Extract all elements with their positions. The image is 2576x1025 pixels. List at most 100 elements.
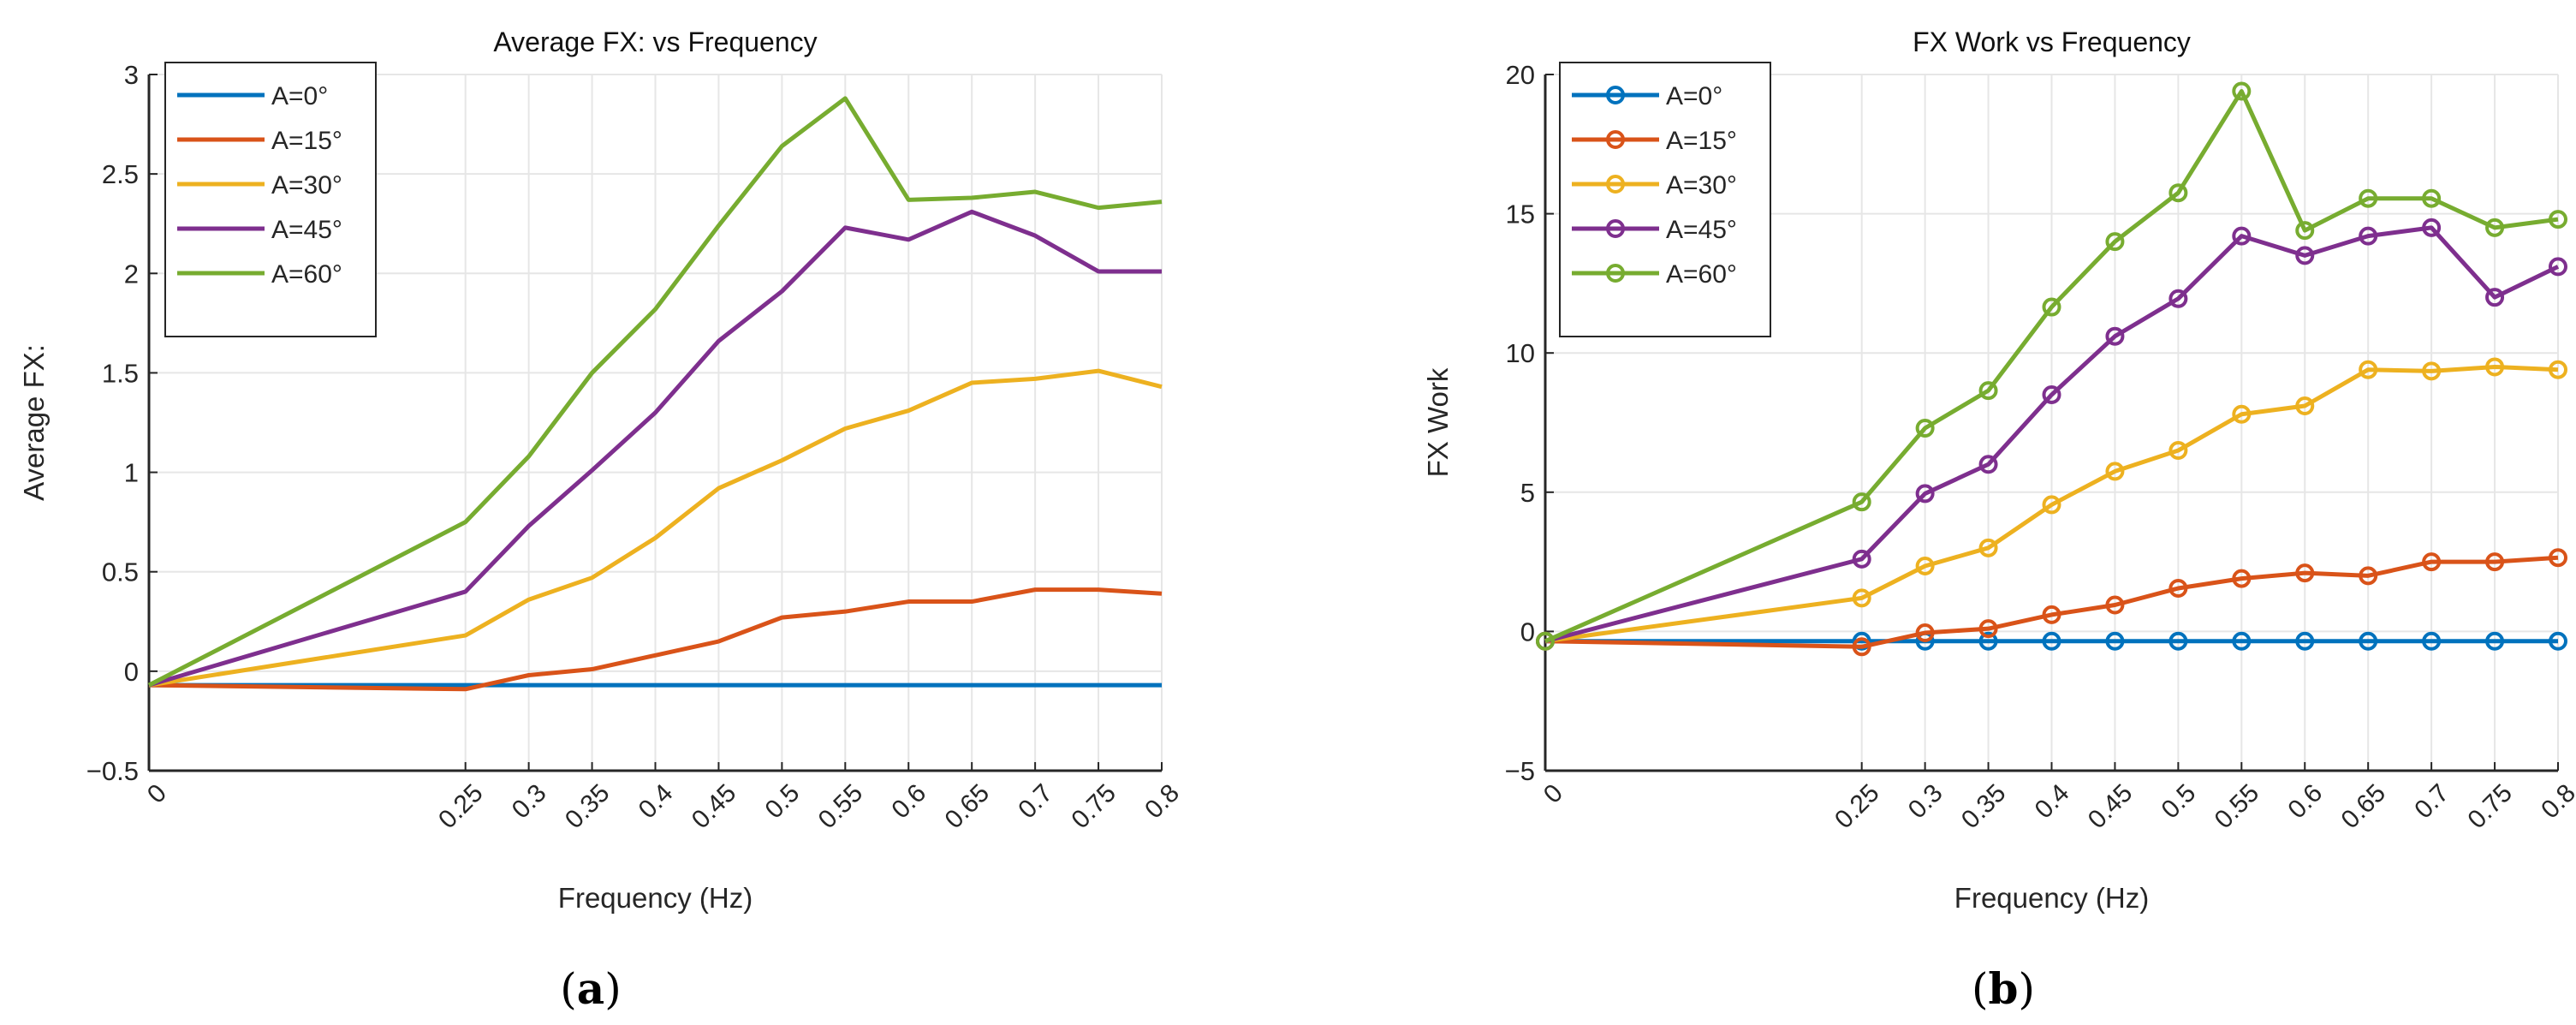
series-line-2 — [148, 368, 1163, 688]
data-point — [2549, 210, 2567, 229]
data-point — [2295, 221, 2315, 241]
data-point — [2105, 631, 2125, 651]
x-tick-label: 0.25 — [433, 779, 489, 835]
x-tick-label: 0.5 — [759, 779, 805, 825]
y-tick-label: −0.5 — [86, 756, 139, 786]
chart-title: Average FX: vs Frequency — [493, 27, 817, 57]
series-line-1 — [1544, 555, 2559, 649]
y-axis-label: FX Work — [1422, 367, 1454, 477]
data-point — [2295, 631, 2315, 651]
y-tick-label: 10 — [1506, 338, 1535, 368]
legend-entry: A=30° — [1666, 171, 1737, 200]
x-tick-label: 0.8 — [1139, 779, 1185, 825]
data-point — [2295, 563, 2315, 583]
x-tick-label: 0.6 — [886, 779, 931, 825]
series-line-4 — [1544, 89, 2559, 644]
x-tick-label: 0.55 — [2210, 779, 2265, 835]
x-tick-label: 0.25 — [1829, 779, 1885, 835]
series-line-1 — [148, 587, 1163, 692]
series-line-2 — [1544, 364, 2559, 644]
legend-marker — [1606, 130, 1625, 149]
x-tick-label: 0.3 — [1903, 779, 1948, 825]
data-point — [2105, 232, 2125, 252]
data-point — [2485, 552, 2505, 572]
y-tick-label: 0 — [124, 657, 139, 687]
x-tick-label: 0.55 — [813, 779, 869, 835]
data-point — [2168, 441, 2188, 461]
y-tick-label: 2.5 — [102, 159, 139, 189]
data-point — [2359, 566, 2378, 586]
panel-label: a — [577, 963, 604, 1014]
legend-entry: A=15° — [271, 127, 342, 155]
series-line-4 — [147, 96, 1163, 688]
x-tick-label: 0.4 — [634, 779, 679, 825]
data-point — [2042, 297, 2061, 317]
data-point — [2485, 218, 2505, 237]
data-point — [2168, 578, 2188, 598]
data-point — [1852, 637, 1871, 657]
legend-entry: A=0° — [271, 82, 328, 110]
data-point — [2105, 326, 2125, 346]
y-tick-label: 15 — [1506, 200, 1535, 229]
legend-box — [164, 62, 377, 337]
x-tick-label: 0.75 — [1066, 779, 1121, 835]
data-point — [2359, 631, 2378, 651]
panel-caption: (b) — [1972, 963, 2035, 1014]
x-tick-label: 0.35 — [560, 779, 616, 835]
data-point — [1852, 588, 1871, 608]
chart-panel-b: 0 0.25 0.3 0.35 0.4 0.45 0.5 0.55 0.6 0.65 0.7 0.75… — [1422, 27, 2576, 1014]
data-point — [2422, 218, 2442, 237]
legend-marker — [1606, 86, 1625, 104]
data-point — [2359, 226, 2378, 246]
y-tick-label: 1.5 — [102, 358, 139, 388]
x-tick-label: 0.65 — [2336, 779, 2392, 835]
data-point — [2232, 226, 2252, 246]
y-axis-label: Average FX: — [18, 344, 50, 501]
data-point — [2042, 605, 2061, 624]
series-line-3 — [148, 209, 1162, 688]
y-tick-label: 0.5 — [102, 557, 139, 587]
data-point — [2549, 360, 2567, 379]
x-tick-label: 0.3 — [507, 779, 552, 825]
data-point — [1915, 623, 1935, 643]
data-point — [1915, 419, 1935, 438]
data-point — [2232, 569, 2252, 588]
y-tick-label: 20 — [1506, 60, 1535, 90]
y-tick-label: 1 — [124, 458, 139, 488]
legend-entry: A=45° — [1666, 216, 1737, 244]
x-tick-label: 0.8 — [2536, 779, 2576, 825]
data-point — [1978, 381, 1998, 401]
panel-caption: (a) — [560, 963, 621, 1014]
data-point — [2168, 183, 2188, 203]
legend-entry: A=60° — [271, 260, 342, 289]
x-tick-label: 0 — [1538, 779, 1568, 809]
x-tick-label: 0 — [142, 779, 172, 809]
data-point — [1915, 556, 1935, 575]
x-tick-label: 0.75 — [2462, 779, 2518, 835]
data-point — [2422, 361, 2442, 381]
legend-entry: A=60° — [1666, 260, 1737, 289]
legend-entry: A=15° — [1666, 127, 1737, 155]
legend-marker — [1606, 264, 1625, 283]
data-point — [2422, 631, 2442, 651]
series-line-3 — [1544, 225, 2560, 644]
y-tick-label: 2 — [124, 259, 139, 289]
data-point — [1978, 631, 1998, 651]
x-tick-label: 0.5 — [2156, 779, 2201, 825]
data-point — [1852, 492, 1871, 512]
data-point — [2295, 246, 2315, 265]
legend-box — [1559, 62, 1771, 337]
data-point — [2042, 631, 2061, 651]
x-tick-label: 0.45 — [687, 779, 742, 835]
data-point — [2232, 404, 2252, 424]
data-point — [2422, 552, 2442, 572]
y-tick-label: 5 — [1520, 478, 1535, 508]
data-point — [2105, 462, 2125, 481]
data-point — [2485, 357, 2505, 377]
data-point — [2232, 631, 2252, 651]
data-point — [2549, 257, 2567, 277]
x-axis-label: Frequency (Hz) — [558, 882, 753, 914]
data-point — [2295, 396, 2315, 415]
data-point — [2042, 384, 2061, 404]
